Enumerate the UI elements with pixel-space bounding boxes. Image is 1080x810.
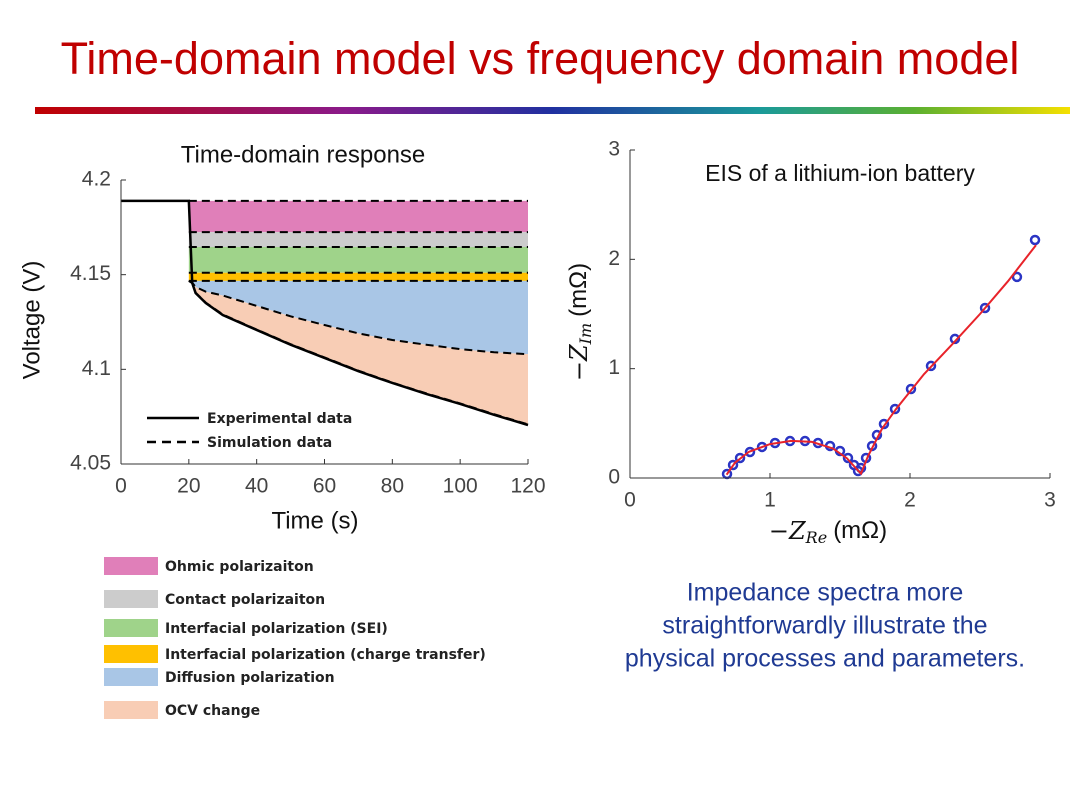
band-area bbox=[188, 200, 529, 233]
x-tick-label: 3 bbox=[1044, 489, 1056, 512]
legend-label: Interfacial polarization (SEI) bbox=[165, 621, 388, 637]
data-point bbox=[756, 441, 768, 453]
band-area bbox=[188, 272, 529, 281]
band-area bbox=[188, 247, 529, 273]
caption-line: Impedance spectra more bbox=[687, 579, 964, 607]
data-line bbox=[121, 199, 529, 427]
band-area bbox=[188, 280, 529, 425]
caption: Impedance spectra more straightforwardly… bbox=[625, 579, 1025, 673]
label-unit: (mΩ) bbox=[565, 263, 592, 317]
x-tick-label: 20 bbox=[177, 475, 200, 498]
y-tick-label: 4.1 bbox=[82, 357, 111, 380]
simulation-line bbox=[188, 280, 529, 356]
legend-swatch bbox=[104, 557, 158, 575]
legend-label: Experimental data bbox=[207, 411, 352, 427]
data-point bbox=[979, 302, 991, 314]
x-tick-label: 1 bbox=[764, 489, 776, 512]
legend-label: Ohmic polarizaiton bbox=[165, 559, 314, 575]
caption-line: physical processes and parameters. bbox=[625, 645, 1025, 673]
x-tick-label: 60 bbox=[313, 475, 336, 498]
y-tick-label: 1 bbox=[608, 356, 620, 379]
y-tick-label: 4.15 bbox=[70, 262, 111, 285]
x-tick-label: 40 bbox=[245, 475, 268, 498]
data-point bbox=[1029, 234, 1041, 246]
chart-title: EIS of a lithium-ion battery bbox=[705, 160, 975, 186]
slide-title: Time-domain model vs frequency domain mo… bbox=[61, 33, 1020, 84]
band-area bbox=[188, 280, 529, 355]
legend-swatch bbox=[104, 701, 158, 719]
data-point bbox=[1011, 271, 1023, 283]
legend-label: OCV change bbox=[165, 703, 260, 719]
y-axis-label: −ZIm (mΩ) bbox=[565, 263, 595, 381]
legend-label: Simulation data bbox=[207, 435, 332, 451]
label-unit: (mΩ) bbox=[833, 517, 887, 544]
data-point bbox=[905, 383, 917, 395]
x-tick-label: 100 bbox=[443, 475, 478, 498]
y-tick-label: 4.2 bbox=[82, 168, 111, 191]
label-main: −Z bbox=[769, 517, 807, 545]
y-tick-label: 2 bbox=[608, 247, 620, 270]
data-point bbox=[889, 403, 901, 415]
y-axis-label: Voltage (V) bbox=[18, 261, 45, 380]
data-point bbox=[744, 446, 756, 458]
chart-title: Time-domain response bbox=[181, 141, 426, 168]
x-axis-label: −ZRe (mΩ) bbox=[769, 517, 887, 547]
legend-label: Diffusion polarization bbox=[165, 670, 335, 686]
x-tick-label: 2 bbox=[904, 489, 916, 512]
data-point bbox=[878, 418, 890, 430]
y-tick-label: 0 bbox=[608, 466, 620, 489]
x-tick-label: 120 bbox=[510, 475, 545, 498]
x-tick-label: 80 bbox=[381, 475, 404, 498]
x-tick-label: 0 bbox=[115, 475, 127, 498]
data-point bbox=[949, 333, 961, 345]
legend-swatch bbox=[104, 645, 158, 663]
fit-line bbox=[725, 244, 1037, 476]
legend-label: Interfacial polarization (charge transfe… bbox=[165, 647, 486, 663]
y-tick-label: 3 bbox=[608, 138, 620, 161]
legend-swatch bbox=[104, 619, 158, 637]
legend-swatch bbox=[104, 668, 158, 686]
label-main: −Z bbox=[565, 343, 593, 381]
x-axis-label: Time (s) bbox=[271, 507, 358, 534]
legend-swatch bbox=[104, 590, 158, 608]
caption-line: straightforwardly illustrate the bbox=[662, 612, 987, 640]
y-tick-label: 4.05 bbox=[70, 452, 111, 475]
data-point bbox=[727, 459, 739, 471]
data-point bbox=[925, 360, 937, 372]
x-tick-label: 0 bbox=[624, 489, 636, 512]
label-sub: Im bbox=[576, 323, 595, 346]
legend-label: Contact polarizaiton bbox=[165, 592, 325, 608]
band-area bbox=[188, 232, 529, 248]
rainbow-bar bbox=[35, 107, 1070, 114]
data-point bbox=[842, 452, 854, 464]
label-sub: Re bbox=[805, 528, 828, 547]
data-point bbox=[734, 452, 746, 464]
